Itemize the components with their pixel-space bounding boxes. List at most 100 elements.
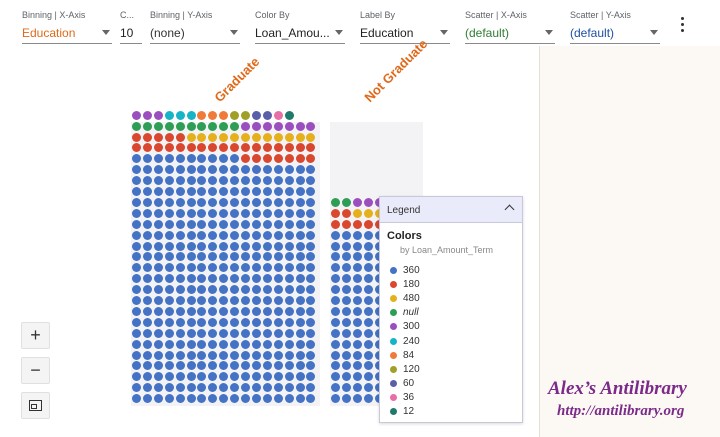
unit-dot[interactable] xyxy=(331,317,340,327)
unit-dot[interactable] xyxy=(219,394,229,404)
unit-dot[interactable] xyxy=(164,372,174,382)
unit-dot[interactable] xyxy=(331,252,340,262)
unit-dot[interactable] xyxy=(132,252,141,262)
unit-dot[interactable] xyxy=(142,317,152,327)
unit-dot[interactable] xyxy=(306,208,316,218)
unit-dot[interactable] xyxy=(251,176,261,186)
unit-dot[interactable] xyxy=(331,394,340,404)
unit-dot[interactable] xyxy=(363,306,373,316)
unit-dot[interactable] xyxy=(208,263,218,273)
unit-dot[interactable] xyxy=(273,154,283,164)
unit-dot[interactable] xyxy=(331,339,340,349)
unit-dot[interactable] xyxy=(219,252,229,262)
unit-dot[interactable] xyxy=(251,187,261,196)
unit-dot[interactable] xyxy=(164,383,174,393)
unit-dot[interactable] xyxy=(175,274,185,284)
unit-dot[interactable] xyxy=(197,383,207,393)
unit-dot[interactable] xyxy=(197,132,207,142)
legend-item-12[interactable]: 12 xyxy=(390,405,420,419)
unit-dot[interactable] xyxy=(164,165,174,175)
unit-dot[interactable] xyxy=(219,372,229,382)
unit-dot[interactable] xyxy=(352,263,362,273)
unit-dot[interactable] xyxy=(306,296,316,305)
unit-dot[interactable] xyxy=(306,230,316,240)
unit-dot[interactable] xyxy=(153,154,163,164)
unit-dot[interactable] xyxy=(175,263,185,273)
unit-dot[interactable] xyxy=(273,143,283,153)
unit-dot[interactable] xyxy=(352,230,362,240)
unit-dot[interactable] xyxy=(186,306,196,316)
unit-dot[interactable] xyxy=(363,252,373,262)
unit-dot[interactable] xyxy=(197,176,207,186)
unit-dot[interactable] xyxy=(341,306,351,316)
unit-dot[interactable] xyxy=(241,263,250,273)
unit-dot[interactable] xyxy=(273,339,283,349)
unit-dot[interactable] xyxy=(219,154,229,164)
unit-dot[interactable] xyxy=(241,339,250,349)
unit-dot[interactable] xyxy=(153,143,163,153)
unit-dot[interactable] xyxy=(230,230,240,240)
unit-dot[interactable] xyxy=(208,383,218,393)
unit-dot[interactable] xyxy=(208,143,218,153)
more-options-icon[interactable] xyxy=(676,14,690,34)
unit-dot[interactable] xyxy=(262,383,272,393)
unit-dot[interactable] xyxy=(241,306,250,316)
unit-dot[interactable] xyxy=(197,285,207,295)
unit-dot[interactable] xyxy=(219,306,229,316)
unit-dot[interactable] xyxy=(262,165,272,175)
unit-dot[interactable] xyxy=(341,197,351,207)
unit-dot[interactable] xyxy=(219,230,229,240)
unit-dot[interactable] xyxy=(175,296,185,305)
unit-dot[interactable] xyxy=(175,219,185,229)
unit-dot[interactable] xyxy=(142,339,152,349)
unit-dot[interactable] xyxy=(208,132,218,142)
unit-dot[interactable] xyxy=(197,219,207,229)
unit-dot[interactable] xyxy=(175,361,185,371)
unit-dot[interactable] xyxy=(295,208,305,218)
unit-dot[interactable] xyxy=(153,274,163,284)
unit-dot[interactable] xyxy=(251,110,261,120)
unit-dot[interactable] xyxy=(164,219,174,229)
unit-dot[interactable] xyxy=(273,241,283,251)
unit-dot[interactable] xyxy=(352,361,362,371)
unit-dot[interactable] xyxy=(331,263,340,273)
unit-dot[interactable] xyxy=(295,230,305,240)
unit-dot[interactable] xyxy=(153,165,163,175)
unit-dot[interactable] xyxy=(284,361,294,371)
unit-dot[interactable] xyxy=(284,208,294,218)
unit-dot[interactable] xyxy=(132,165,141,175)
unit-dot[interactable] xyxy=(208,296,218,305)
unit-dot[interactable] xyxy=(230,274,240,284)
unit-dot[interactable] xyxy=(219,339,229,349)
unit-dot[interactable] xyxy=(219,296,229,305)
unit-dot[interactable] xyxy=(186,372,196,382)
unit-dot[interactable] xyxy=(241,394,250,404)
unit-dot[interactable] xyxy=(241,110,250,120)
unit-dot[interactable] xyxy=(331,230,340,240)
unit-dot[interactable] xyxy=(132,176,141,186)
legend-item-180[interactable]: 180 xyxy=(390,277,420,291)
unit-dot[interactable] xyxy=(142,252,152,262)
unit-dot[interactable] xyxy=(331,350,340,360)
unit-dot[interactable] xyxy=(208,350,218,360)
unit-dot[interactable] xyxy=(186,339,196,349)
unit-dot[interactable] xyxy=(341,263,351,273)
unit-dot[interactable] xyxy=(251,383,261,393)
unit-dot[interactable] xyxy=(186,317,196,327)
unit-dot[interactable] xyxy=(341,328,351,338)
unit-dot[interactable] xyxy=(153,317,163,327)
unit-dot[interactable] xyxy=(331,383,340,393)
unit-dot[interactable] xyxy=(132,317,141,327)
unit-dot[interactable] xyxy=(241,372,250,382)
unit-dot[interactable] xyxy=(352,285,362,295)
unit-dot[interactable] xyxy=(153,361,163,371)
unit-dot[interactable] xyxy=(341,208,351,218)
legend-item-480[interactable]: 480 xyxy=(390,291,420,305)
unit-dot[interactable] xyxy=(132,306,141,316)
unit-dot[interactable] xyxy=(306,176,316,186)
unit-dot[interactable] xyxy=(132,350,141,360)
unit-dot[interactable] xyxy=(219,274,229,284)
unit-dot[interactable] xyxy=(197,361,207,371)
unit-dot[interactable] xyxy=(262,350,272,360)
unit-dot[interactable] xyxy=(295,296,305,305)
